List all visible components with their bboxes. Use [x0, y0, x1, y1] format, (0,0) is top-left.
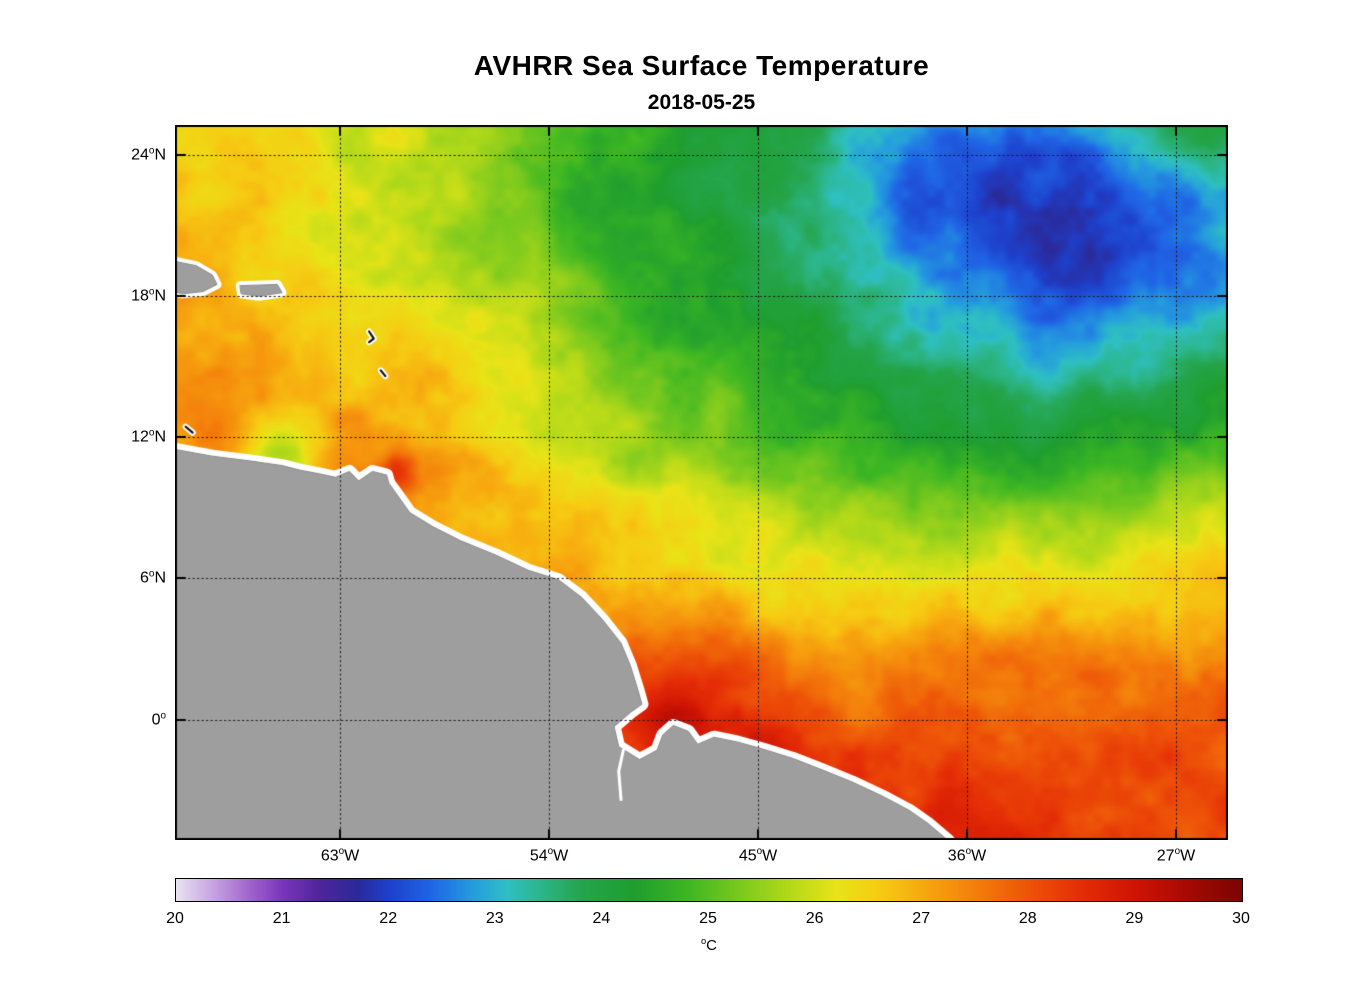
colorbar-tick-label: 20 [166, 910, 184, 927]
figure-subtitle: 2018-05-25 [647, 91, 756, 114]
degree-symbol: o [700, 936, 707, 946]
colorbar-unit-label: oC [175, 936, 1243, 954]
colorbar-gradient-canvas [175, 878, 1243, 902]
x-tick-label: 27oW [1156, 846, 1196, 865]
colorbar-tick-label: 27 [912, 910, 931, 927]
x-tick-label: 36oW [947, 846, 987, 865]
map-plot-area: 24oN 18oN 12oN 6oN 0o 63oW 54oW 45oW 36oW 27oW [131, 125, 1228, 864]
colorbar-tick-label: 26 [805, 910, 824, 927]
x-tick-label: 63oW [320, 846, 360, 865]
y-tick-label: 12oN [131, 427, 166, 446]
unit-letter: C [706, 937, 717, 954]
y-tick-label: 0o [151, 709, 166, 729]
colorbar-tick-label: 22 [379, 910, 398, 927]
colorbar-tick-label: 24 [592, 910, 611, 927]
y-tick-label: 6oN [140, 568, 166, 588]
colorbar: 20 21 22 23 24 25 26 27 28 29 30 oC [166, 878, 1250, 968]
x-tick-label: 54oW [529, 846, 569, 865]
colorbar-tick-label: 21 [272, 910, 291, 927]
sst-map-canvas [175, 125, 1228, 840]
colorbar-tick-label: 25 [699, 910, 717, 927]
figure-title: AVHRR Sea Surface Temperature [473, 50, 930, 81]
colorbar-tick-label: 30 [1232, 910, 1250, 927]
y-tick-label: 18oN [131, 286, 166, 305]
colorbar-tick-label: 23 [485, 910, 504, 927]
colorbar-tick-label: 29 [1125, 910, 1144, 927]
x-tick-label: 45oW [738, 846, 778, 865]
y-tick-label: 24oN [131, 145, 166, 164]
colorbar-tick-label: 28 [1018, 910, 1037, 927]
